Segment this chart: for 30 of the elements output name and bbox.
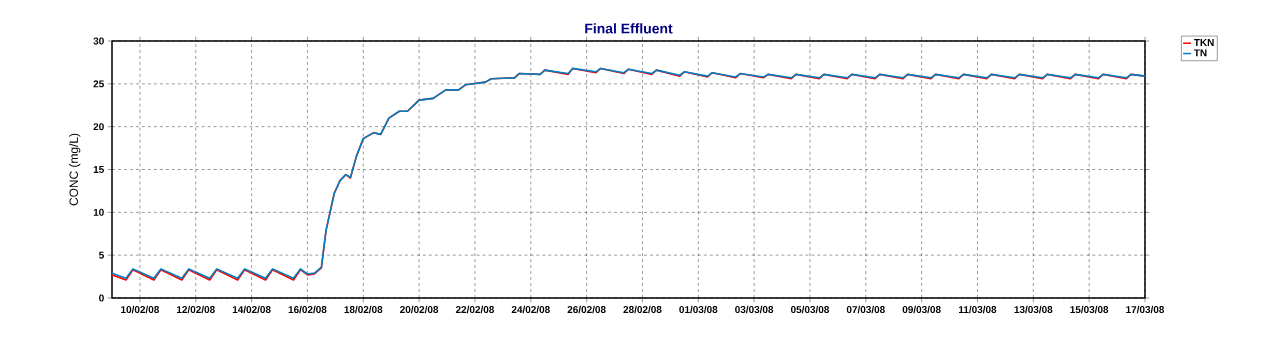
x-tick-label: 12/02/08 [177, 305, 215, 314]
x-tick-label: 07/03/08 [846, 305, 885, 314]
x-tick-label: 15/03/08 [1070, 305, 1109, 314]
y-tick-label: 5 [99, 251, 104, 259]
x-tick-label: 09/03/08 [902, 305, 941, 314]
x-tick-label: 03/03/08 [735, 305, 774, 314]
y-tick-label: 25 [93, 80, 104, 88]
x-tick-label: 22/02/08 [455, 305, 495, 314]
x-tick-label: 05/03/08 [790, 305, 830, 314]
x-tick-label: 10/02/08 [121, 305, 159, 314]
x-tick-label: 18/02/08 [344, 305, 383, 314]
y-tick-label: 30 [93, 37, 104, 45]
y-axis-title: CONC (mg/L) [69, 133, 81, 206]
y-tick-label: 0 [99, 294, 104, 302]
y-tick-label: 20 [93, 123, 104, 131]
legend-label: TN [1193, 49, 1207, 57]
y-tick-label: 15 [93, 166, 104, 173]
chart-title: Final Effluent [585, 23, 673, 34]
x-tick-label: 17/03/08 [1126, 305, 1165, 314]
x-tick-label: 24/02/08 [511, 305, 550, 314]
x-tick-label: 14/02/08 [232, 305, 271, 314]
legend-label: TKN [1193, 39, 1214, 46]
x-tick-label: 16/02/08 [288, 305, 327, 314]
y-tick-label: 10 [93, 208, 104, 216]
x-tick-label: 01/03/08 [679, 305, 718, 314]
x-tick-label: 20/02/08 [400, 305, 439, 314]
x-tick-label: 26/02/08 [567, 305, 606, 314]
x-tick-label: 28/02/08 [623, 305, 662, 314]
x-tick-label: 11/03/08 [958, 305, 997, 314]
x-tick-label: 13/03/08 [1014, 305, 1053, 314]
